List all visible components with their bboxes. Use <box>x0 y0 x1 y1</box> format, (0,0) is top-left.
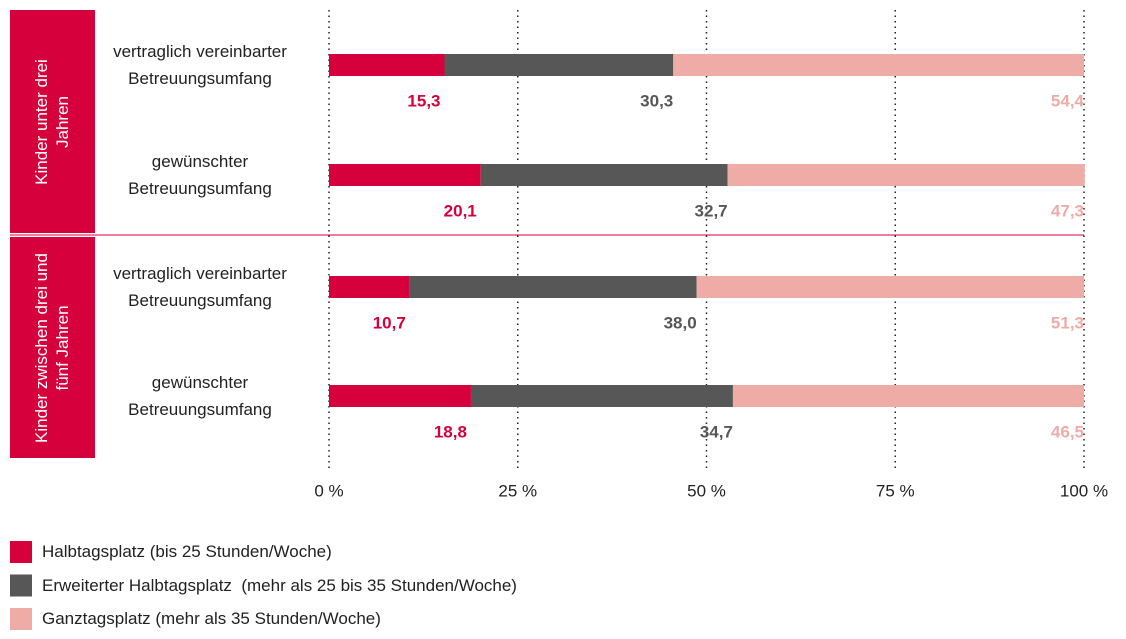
bar-segment <box>470 385 733 407</box>
legend-label: Ganztagsplatz (mehr als 35 Stunden/Woche… <box>42 609 381 628</box>
group-label: Kinder zwischen drei und fünf Jahren <box>32 252 72 443</box>
value-label: 32,7 <box>695 201 728 220</box>
x-tick-label: 25 % <box>498 481 537 500</box>
value-label: 15,3 <box>407 91 440 110</box>
bar-segment <box>329 385 471 407</box>
value-label: 10,7 <box>373 313 406 332</box>
bar-segment <box>673 54 1084 76</box>
value-label: 47,3 <box>1051 201 1084 220</box>
bar-segment <box>409 276 697 298</box>
group-label: Kinder unter drei Jahren <box>32 58 72 185</box>
x-tick-label: 75 % <box>876 481 915 500</box>
group-box <box>10 237 95 458</box>
value-label: 34,7 <box>700 422 733 441</box>
legend-swatch <box>10 608 32 630</box>
category-label: vertraglich vereinbarter Betreuungsumfan… <box>113 264 287 310</box>
x-tick-label: 50 % <box>687 481 726 500</box>
legend-swatch <box>10 574 32 597</box>
value-label: 54,4 <box>1051 91 1085 110</box>
bar-segment <box>444 54 674 76</box>
bar-segment <box>329 54 445 76</box>
bar-segment <box>329 276 410 298</box>
category-label: gewünschter Betreuungsumfang <box>128 152 272 198</box>
value-label: 51,3 <box>1051 313 1084 332</box>
value-label: 30,3 <box>640 91 673 110</box>
value-label: 46,5 <box>1051 422 1084 441</box>
x-tick-label: 0 % <box>314 481 343 500</box>
value-label: 20,1 <box>444 201 477 220</box>
value-label: 38,0 <box>664 313 697 332</box>
x-tick-label: 100 % <box>1060 481 1108 500</box>
bar-segment <box>329 164 481 186</box>
bar-segment <box>727 164 1085 186</box>
bar-segment <box>732 385 1084 407</box>
category-label: vertraglich vereinbarter Betreuungsumfan… <box>113 42 287 88</box>
category-label: gewünschter Betreuungsumfang <box>128 373 272 419</box>
legend-swatch <box>10 541 32 563</box>
bar-segment <box>480 164 728 186</box>
bar-segment <box>696 276 1084 298</box>
value-label: 18,8 <box>434 422 467 441</box>
group-box <box>10 10 95 233</box>
legend-label: Halbtagsplatz (bis 25 Stunden/Woche) <box>42 542 332 561</box>
legend-label: Erweiterter Halbtagsplatz (mehr als 25 b… <box>42 575 517 595</box>
